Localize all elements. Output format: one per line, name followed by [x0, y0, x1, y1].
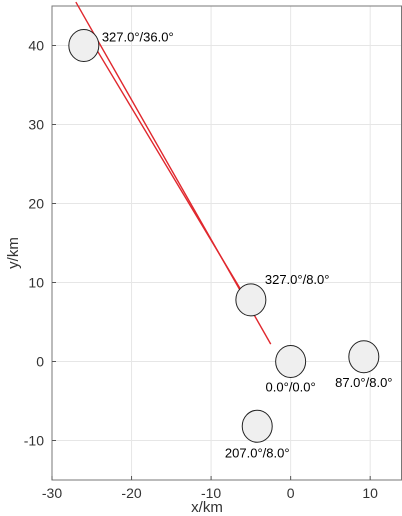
- data-point: [68, 29, 100, 62]
- trend-lines: [75, 1, 272, 345]
- x-tick-label: 10: [362, 485, 378, 501]
- x-ticks: -30 -20 -10 0 10: [42, 476, 378, 501]
- y-tick-label: 0: [36, 354, 44, 370]
- trend-line: [91, 41, 248, 301]
- point-label: 327.0°/8.0°: [265, 272, 330, 287]
- y-tick-label: 30: [28, 117, 44, 133]
- point-label: 207.0°/8.0°: [225, 445, 290, 460]
- y-tick-label: 10: [28, 275, 44, 291]
- y-ticks: -10 0 10 20 30 40: [24, 38, 56, 449]
- y-tick-label: -10: [24, 433, 44, 449]
- x-axis-label: x/km: [191, 499, 223, 516]
- y-axis-label: y/km: [5, 237, 22, 269]
- data-point: [348, 340, 380, 374]
- x-tick-label: 0: [287, 485, 295, 501]
- data-point: [241, 409, 273, 443]
- data-points: [68, 29, 380, 443]
- point-labels: 327.0°/36.0° 327.0°/8.0° 0.0°/0.0° 87.0°/8.…: [102, 30, 393, 461]
- point-label: 327.0°/36.0°: [102, 30, 174, 45]
- point-label: 0.0°/0.0°: [266, 380, 316, 395]
- data-point: [275, 345, 307, 378]
- axes-frame: [51, 5, 402, 481]
- y-tick-label: 20: [28, 196, 44, 212]
- grid: [51, 6, 402, 480]
- x-tick-label: -10: [201, 485, 221, 501]
- point-label: 87.0°/8.0°: [335, 375, 392, 390]
- x-tick-label: -30: [42, 485, 62, 501]
- x-tick-label: -20: [121, 485, 141, 501]
- y-tick-label: 40: [28, 38, 44, 54]
- trend-line: [75, 1, 272, 345]
- data-point: [235, 283, 267, 317]
